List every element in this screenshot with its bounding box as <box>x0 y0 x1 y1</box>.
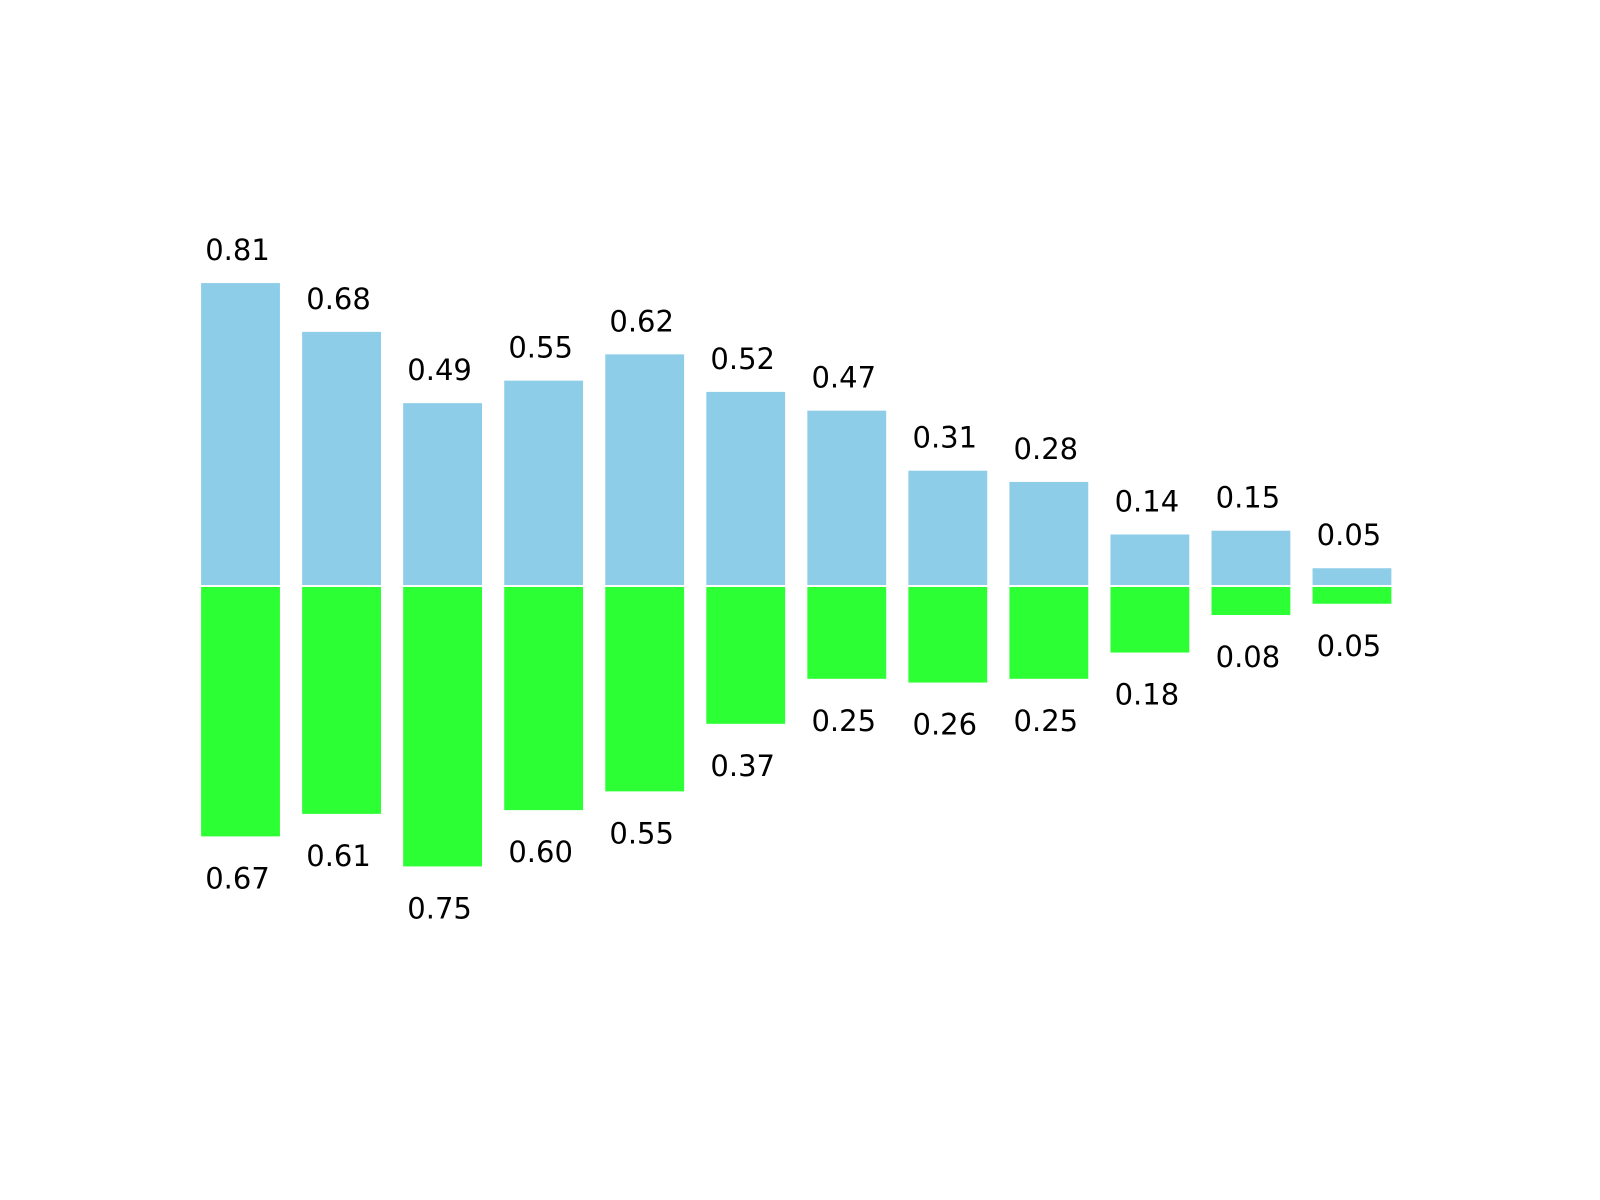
bar <box>401 585 485 869</box>
bar <box>603 585 687 794</box>
value-label: 0.68 <box>306 282 371 316</box>
bar <box>1108 585 1192 655</box>
bar <box>1310 585 1394 606</box>
bar <box>1209 528 1293 587</box>
value-label: 0.14 <box>1115 484 1180 518</box>
bar <box>704 389 788 587</box>
bar <box>906 468 990 587</box>
value-label: 0.37 <box>710 749 775 783</box>
bar <box>906 585 990 685</box>
value-label: 0.26 <box>913 708 978 742</box>
bar <box>502 585 586 813</box>
value-label: 0.60 <box>508 835 573 869</box>
bar <box>805 585 889 681</box>
bar <box>401 401 485 588</box>
bar <box>1209 585 1293 618</box>
bar <box>502 378 586 588</box>
value-label: 0.49 <box>407 353 472 387</box>
value-label: 0.52 <box>710 342 775 376</box>
bar <box>1310 566 1394 587</box>
value-label: 0.47 <box>811 361 876 395</box>
bar <box>704 585 788 726</box>
value-label: 0.08 <box>1216 640 1281 674</box>
value-label: 0.25 <box>811 704 876 738</box>
value-label: 0.25 <box>1014 704 1079 738</box>
bar <box>199 585 282 839</box>
bar <box>1108 532 1192 587</box>
bar <box>805 408 889 587</box>
value-label: 0.31 <box>913 421 978 455</box>
bar <box>300 585 383 816</box>
value-label: 0.81 <box>205 233 270 267</box>
bar <box>199 281 282 587</box>
value-label: 0.62 <box>609 304 674 338</box>
value-label: 0.75 <box>407 891 472 925</box>
value-label: 0.18 <box>1115 678 1180 712</box>
bar <box>1007 479 1091 587</box>
value-label: 0.15 <box>1216 481 1281 515</box>
value-label: 0.55 <box>508 331 573 365</box>
bar <box>300 329 383 588</box>
bar <box>603 352 687 587</box>
value-label: 0.67 <box>205 861 270 895</box>
bar <box>1007 585 1091 681</box>
value-label: 0.55 <box>609 816 674 850</box>
value-label: 0.28 <box>1014 432 1079 466</box>
value-label: 0.61 <box>306 839 371 873</box>
value-label: 0.05 <box>1317 629 1382 663</box>
value-label: 0.05 <box>1317 518 1382 552</box>
